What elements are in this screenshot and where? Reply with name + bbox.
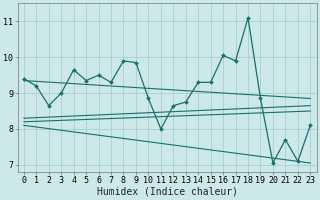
- X-axis label: Humidex (Indice chaleur): Humidex (Indice chaleur): [97, 187, 237, 197]
